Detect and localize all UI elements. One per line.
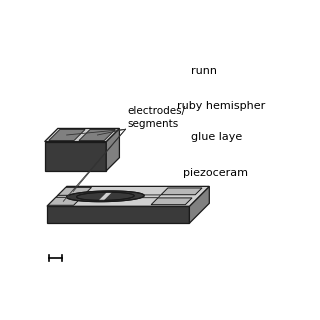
Text: glue laye: glue laye: [191, 132, 242, 142]
Polygon shape: [151, 198, 192, 205]
Polygon shape: [45, 141, 106, 171]
Polygon shape: [101, 192, 134, 200]
Polygon shape: [189, 186, 209, 223]
Text: runn: runn: [191, 66, 217, 76]
Polygon shape: [48, 197, 82, 205]
Text: piezoceram: piezoceram: [183, 168, 248, 178]
Polygon shape: [76, 192, 134, 200]
Polygon shape: [49, 130, 85, 140]
Polygon shape: [67, 191, 144, 202]
Polygon shape: [58, 187, 92, 195]
Polygon shape: [45, 128, 119, 141]
Polygon shape: [76, 192, 109, 200]
Text: electrodes/
segments: electrodes/ segments: [127, 106, 185, 129]
Text: ruby hemispher: ruby hemispher: [177, 101, 265, 111]
Polygon shape: [135, 195, 161, 198]
Polygon shape: [106, 128, 119, 171]
Polygon shape: [161, 188, 202, 195]
Polygon shape: [47, 206, 189, 223]
Polygon shape: [47, 186, 209, 206]
Polygon shape: [99, 192, 112, 200]
Polygon shape: [79, 130, 115, 140]
